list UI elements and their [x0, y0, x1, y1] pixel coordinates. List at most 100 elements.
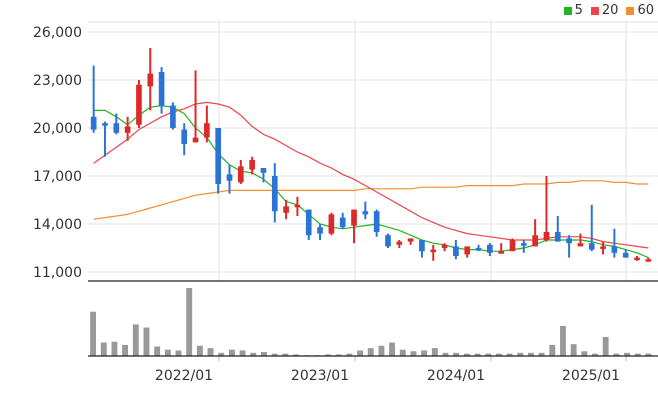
volume-bar[interactable] — [474, 353, 481, 356]
candle[interactable] — [600, 241, 606, 255]
volume-bar[interactable] — [453, 352, 460, 356]
candle[interactable] — [430, 244, 437, 261]
volume-bar[interactable] — [549, 344, 556, 356]
legend-item-ma20[interactable]: 20 — [590, 3, 618, 18]
candle[interactable] — [294, 196, 301, 216]
volume-bar[interactable] — [261, 352, 267, 356]
volume-bar[interactable] — [463, 353, 470, 356]
candle[interactable] — [124, 116, 131, 141]
volume-bar[interactable] — [250, 352, 257, 356]
candle[interactable] — [237, 160, 244, 184]
candle[interactable] — [453, 240, 459, 260]
volume-bar[interactable] — [271, 353, 278, 356]
candle[interactable] — [328, 212, 335, 236]
candle[interactable] — [487, 243, 493, 256]
candle[interactable] — [102, 121, 108, 157]
volume-bar[interactable] — [325, 354, 331, 356]
candle[interactable] — [396, 240, 403, 248]
candle[interactable] — [158, 67, 165, 114]
candle[interactable] — [181, 123, 188, 156]
volume-bar[interactable] — [143, 327, 150, 356]
candle[interactable] — [407, 238, 414, 245]
volume-bar[interactable] — [538, 352, 545, 356]
candle[interactable] — [464, 246, 471, 258]
volume-bar[interactable] — [442, 352, 449, 356]
volume-bar[interactable] — [570, 344, 577, 356]
candle[interactable] — [566, 235, 572, 258]
candle[interactable] — [611, 228, 618, 258]
candle[interactable] — [385, 233, 391, 248]
candle[interactable] — [283, 200, 289, 220]
volume-bar[interactable] — [154, 346, 161, 356]
volume-bar[interactable] — [495, 353, 502, 356]
volume-bar[interactable] — [581, 351, 588, 356]
candle[interactable] — [192, 70, 199, 143]
volume-bar[interactable] — [207, 348, 214, 356]
candle[interactable] — [147, 48, 154, 111]
candle[interactable] — [543, 176, 550, 242]
candle[interactable] — [645, 257, 652, 262]
candle[interactable] — [90, 65, 97, 133]
candle[interactable] — [588, 204, 595, 252]
candle[interactable] — [634, 256, 640, 261]
volume-bar[interactable] — [357, 350, 363, 356]
volume-bar[interactable] — [421, 350, 428, 356]
volume-bar[interactable] — [431, 348, 438, 356]
volume-bar[interactable] — [517, 352, 524, 356]
candle[interactable] — [577, 233, 584, 247]
candle[interactable] — [475, 244, 482, 252]
candle[interactable] — [204, 105, 210, 143]
volume-bar[interactable] — [218, 352, 225, 356]
volume-bar[interactable] — [100, 342, 107, 356]
legend-item-ma60[interactable]: 60 — [626, 3, 654, 18]
volume-bar[interactable] — [175, 350, 182, 356]
candle[interactable] — [226, 164, 233, 194]
volume-bar[interactable] — [239, 350, 246, 356]
volume-bar[interactable] — [527, 352, 534, 356]
candle[interactable] — [339, 212, 346, 229]
candle[interactable] — [215, 128, 222, 194]
volume-bar[interactable] — [389, 342, 396, 356]
volume-bar[interactable] — [186, 288, 193, 356]
candle[interactable] — [498, 243, 505, 254]
volume-bar[interactable] — [111, 341, 118, 356]
volume-bar[interactable] — [602, 337, 609, 356]
volume-bar[interactable] — [592, 353, 598, 356]
volume-bar[interactable] — [164, 349, 171, 356]
legend-item-ma5[interactable]: 5 — [563, 3, 583, 18]
volume-bar[interactable] — [90, 311, 97, 356]
candle[interactable] — [317, 224, 323, 240]
candle[interactable] — [373, 209, 380, 237]
volume-bar[interactable] — [560, 325, 566, 356]
volume-bar[interactable] — [410, 351, 417, 356]
candle[interactable] — [419, 240, 425, 258]
candle[interactable] — [136, 80, 142, 128]
volume-bar[interactable] — [132, 324, 139, 356]
volume-bar[interactable] — [228, 349, 235, 356]
candle[interactable] — [170, 102, 176, 130]
volume-bar[interactable] — [335, 354, 342, 356]
volume-bar[interactable] — [122, 344, 129, 356]
volume-bar[interactable] — [282, 353, 289, 356]
candle[interactable] — [509, 238, 516, 252]
volume-bar[interactable] — [506, 353, 513, 356]
candle[interactable] — [622, 249, 629, 258]
volume-bar[interactable] — [634, 353, 641, 356]
candle[interactable] — [271, 163, 278, 223]
candle[interactable] — [260, 168, 267, 183]
volume-bar[interactable] — [378, 345, 385, 356]
volume-bar[interactable] — [346, 353, 353, 356]
candle[interactable] — [532, 219, 538, 247]
candle[interactable] — [113, 113, 120, 135]
volume-bar[interactable] — [367, 348, 374, 356]
candle[interactable] — [554, 216, 561, 242]
volume-bar[interactable] — [293, 354, 299, 356]
candle[interactable] — [362, 201, 369, 220]
volume-bar[interactable] — [485, 353, 492, 356]
volume-bar[interactable] — [613, 353, 620, 356]
volume-bar[interactable] — [624, 352, 630, 356]
candle[interactable] — [441, 243, 448, 252]
candle[interactable] — [520, 240, 527, 253]
volume-bar[interactable] — [196, 345, 203, 356]
candle[interactable] — [305, 209, 312, 240]
